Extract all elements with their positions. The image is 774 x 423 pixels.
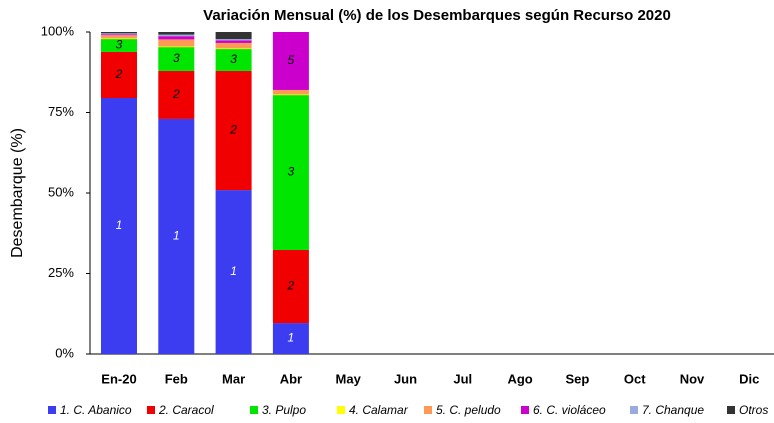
bar-segment [158, 70, 195, 119]
legend-label: 6. C. violáceo [533, 403, 606, 417]
bar-segment [272, 94, 309, 96]
bar-segment [215, 48, 252, 50]
chart-title: Variación Mensual (%) de los Desembarque… [203, 7, 671, 24]
legend-label: 7. Chanque [642, 403, 704, 417]
legend-label: 5. C. peludo [436, 403, 501, 417]
segment-label: 1 [116, 218, 123, 232]
bar-segment [215, 70, 252, 191]
legend-swatch [521, 406, 529, 414]
bar-segment [272, 32, 309, 90]
x-tick-label: Nov [680, 371, 705, 386]
bar-segment [215, 40, 252, 43]
x-tick-label: Jul [453, 371, 472, 386]
legend-label: Otros [739, 403, 768, 417]
legend-swatch [337, 406, 345, 414]
y-tick-label: 50% [48, 184, 74, 199]
x-tick-label: Abr [280, 371, 302, 386]
bar-segment [101, 32, 137, 34]
bar-segment [272, 95, 309, 250]
x-tick-label: May [336, 371, 362, 386]
bar-segment [101, 38, 137, 40]
segment-label: 1 [288, 331, 295, 345]
x-tick-label: Sep [565, 371, 589, 386]
bar-segment [215, 32, 252, 40]
bar-segment [215, 42, 252, 49]
legend-swatch [48, 406, 56, 414]
segment-label: 2 [287, 279, 295, 293]
legend-swatch [147, 406, 155, 414]
bar-segment [101, 51, 137, 99]
x-tick-label: Dic [739, 371, 759, 386]
segment-label: 1 [230, 264, 237, 278]
segment-label: 2 [115, 67, 123, 81]
segment-label: 5 [288, 53, 295, 67]
legend-label: 3. Pulpo [262, 403, 306, 417]
bar-segment [158, 118, 195, 354]
legend-label: 2. Caracol [158, 403, 214, 417]
bar-segment [101, 98, 137, 354]
x-tick-label: En-20 [101, 371, 136, 386]
x-tick-label: Ago [507, 371, 532, 386]
bar-segment [158, 34, 195, 37]
x-tick-label: Mar [222, 371, 245, 386]
bar-segment [101, 33, 137, 35]
bar-segment [272, 249, 309, 324]
bar-segment [272, 323, 309, 354]
y-tick-label: 100% [41, 23, 75, 38]
x-tick-label: Oct [624, 371, 646, 386]
bar-segment [215, 190, 252, 354]
y-tick-label: 75% [48, 104, 74, 119]
bar-segment [101, 39, 137, 52]
y-tick-label: 0% [55, 345, 74, 360]
bar-segment [272, 89, 309, 95]
bar-segment [158, 47, 195, 71]
bar-segment [158, 39, 195, 47]
segment-label: 2 [172, 87, 180, 101]
legend-swatch [250, 406, 258, 414]
bar-segment [158, 36, 195, 40]
bar-segment [215, 39, 252, 41]
bar-segment [158, 32, 195, 35]
x-tick-label: Feb [165, 371, 188, 386]
segment-label: 3 [173, 51, 180, 65]
segment-label: 3 [288, 165, 295, 179]
bar-segment [101, 35, 137, 39]
y-axis-label: Desembarque (%) [9, 128, 26, 258]
bar-segment [215, 49, 252, 71]
legend-swatch [727, 406, 735, 414]
segment-label: 3 [230, 52, 237, 66]
segment-label: 3 [116, 38, 123, 52]
legend-label: 4. Calamar [349, 403, 409, 417]
y-tick-label: 25% [48, 265, 74, 280]
bar-segment [101, 34, 137, 36]
bar-segment [158, 46, 195, 48]
legend-swatch [424, 406, 432, 414]
segment-label: 2 [229, 123, 237, 137]
legend-label: 1. C. Abanico [60, 403, 132, 417]
legend-swatch [630, 406, 638, 414]
segment-label: 1 [173, 229, 180, 243]
x-tick-label: Jun [394, 371, 417, 386]
